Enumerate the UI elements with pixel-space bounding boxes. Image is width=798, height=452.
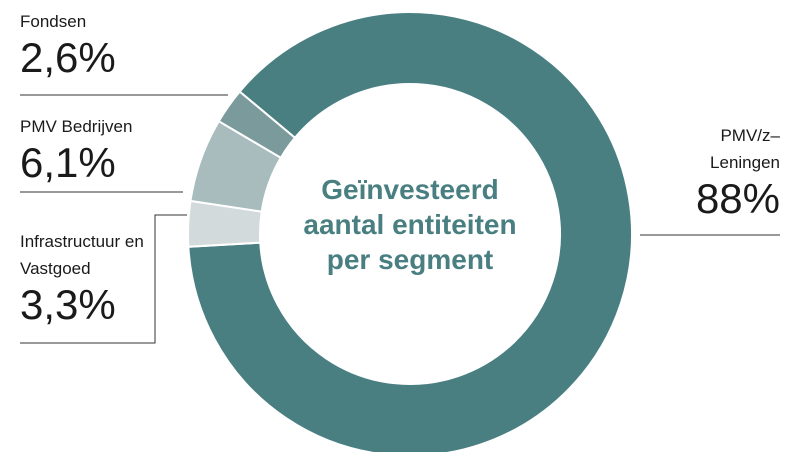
donut-segment: [187, 11, 633, 452]
donut-segment: [217, 90, 297, 160]
leader-line: [20, 214, 187, 344]
value-label: 6,1%: [20, 139, 116, 186]
label-group: Infrastructuur en Vastgoed 3,3%: [20, 228, 148, 328]
value-label: 88%: [695, 175, 780, 222]
category-label: PMV Bedrijven: [20, 117, 133, 136]
category-label: Infrastructuur en Vastgoed: [20, 232, 144, 278]
value-label: 3,3%: [20, 281, 116, 328]
center-title: Geïnvesteerd aantal entiteiten per segme…: [303, 174, 517, 275]
label-group: Fondsen 2,6%: [20, 8, 116, 81]
label-group: PMV Bedrijven 6,1%: [20, 113, 132, 186]
category-label: PMV/z–Leningen: [710, 126, 780, 172]
label-group: PMV/z–Leningen 88%: [680, 122, 780, 222]
value-label: 2,6%: [20, 34, 116, 81]
category-label: Fondsen: [20, 12, 87, 31]
